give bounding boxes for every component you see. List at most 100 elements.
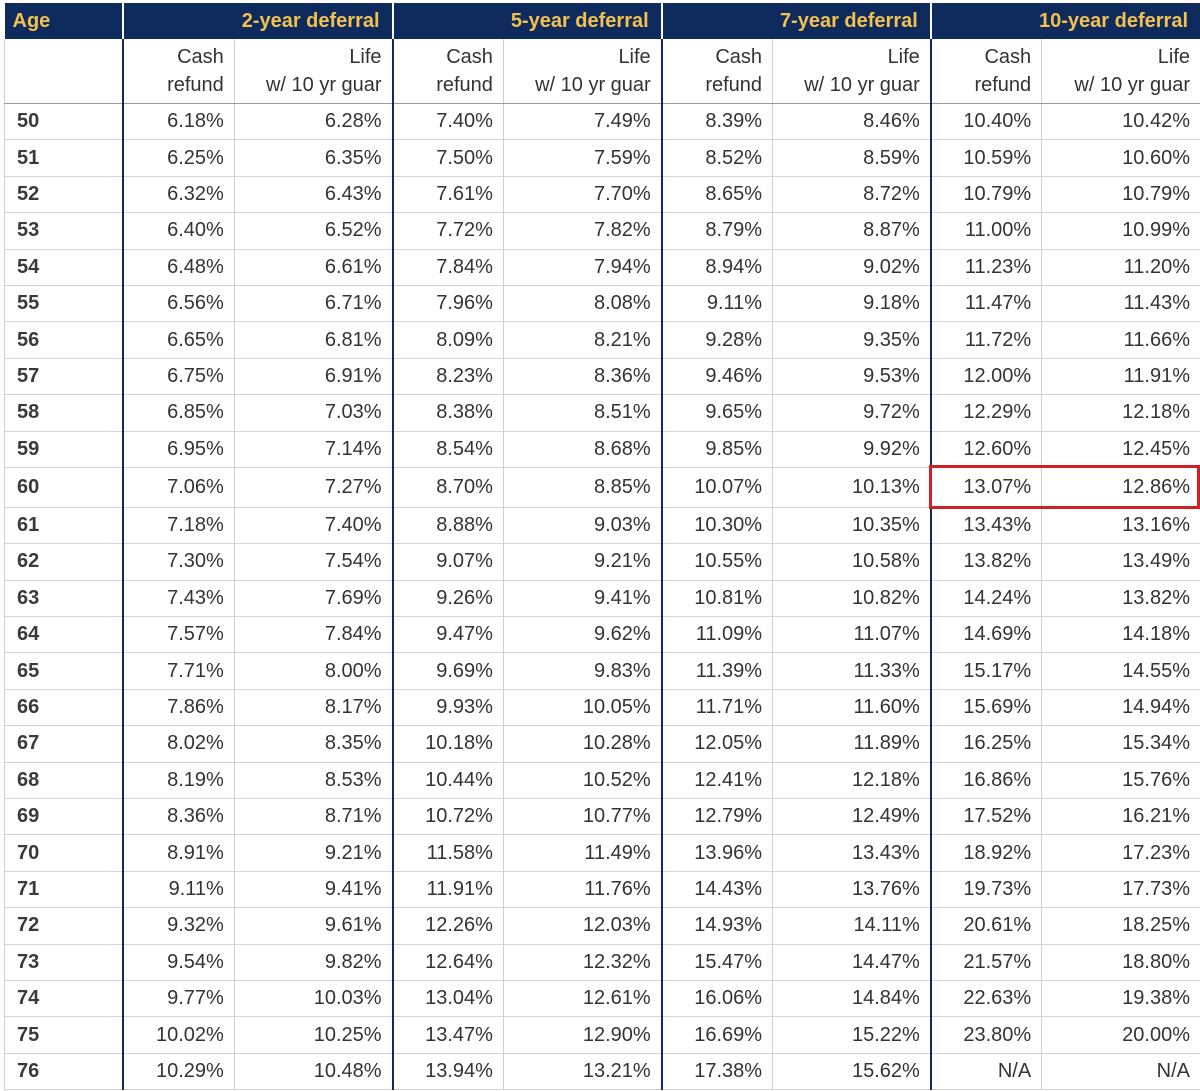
table-row: 73 9.54% 9.82% 12.64% 12.32% 15.47% 14.47% 21.5… <box>4 944 1200 981</box>
cash-refund-cell: 8.94% <box>660 249 773 286</box>
life-guar-cell: 8.51% <box>502 394 662 432</box>
cash-refund-cell: 15.17% <box>929 652 1042 690</box>
life-guar-cell: 14.94% <box>1041 689 1200 727</box>
life-guar-cell: 10.77% <box>502 798 662 836</box>
cash-refund-cell: 13.04% <box>391 980 504 1018</box>
life-guar-cell: 13.43% <box>772 834 931 872</box>
sub-header-row: Cash refund Life w/ 10 yr guar Cash refund Lif… <box>4 39 1200 104</box>
table-row: 76 10.29% 10.48% 13.94% 13.21% 17.38% 15.62% N/… <box>4 1053 1200 1091</box>
cash-refund-cell: 7.86% <box>122 689 235 727</box>
subheader-line: w/ 10 yr guar <box>804 74 920 96</box>
age-cell: 62 <box>4 543 124 581</box>
life-guar-cell: 7.82% <box>502 212 662 250</box>
life-guar-cell: 7.40% <box>233 507 393 545</box>
subheader-line: Life <box>618 46 651 68</box>
life-guar-cell: 9.41% <box>233 871 393 909</box>
life-guar-cell: 8.53% <box>233 762 393 800</box>
life-guar-cell: 6.71% <box>233 285 393 323</box>
cash-refund-cell: 9.65% <box>660 394 773 432</box>
cash-refund-cell: 12.26% <box>391 907 504 945</box>
life-guar-cell: 10.99% <box>1041 212 1200 250</box>
life-guar-cell: 10.25% <box>233 1016 393 1054</box>
cash-refund-cell: 18.92% <box>929 834 1042 872</box>
cash-refund-cell: N/A <box>929 1053 1042 1091</box>
table-row: 68 8.19% 8.53% 10.44% 10.52% 12.41% 12.18% 16.8… <box>4 762 1200 800</box>
cash-refund-cell: 8.38% <box>391 394 504 432</box>
age-cell: 50 <box>4 103 124 141</box>
cash-refund-cell: 11.00% <box>929 212 1042 250</box>
life-guar-cell: 14.55% <box>1041 652 1200 690</box>
life-guar-cell: 10.05% <box>502 689 662 727</box>
age-cell: 65 <box>4 652 124 690</box>
life-guar-cell: 8.21% <box>502 321 662 359</box>
age-cell: 71 <box>4 871 124 909</box>
cash-refund-cell: 6.18% <box>122 103 235 141</box>
cash-refund-cell: 14.24% <box>929 580 1042 618</box>
cash-refund-cell: 13.94% <box>391 1053 504 1091</box>
life-guar-cell: 9.92% <box>772 431 931 468</box>
life-guar-cell: 9.82% <box>233 944 393 981</box>
cash-refund-cell: 21.57% <box>929 944 1042 981</box>
life-guar-header: Life w/ 10 yr guar <box>772 39 931 104</box>
cash-refund-cell: 10.55% <box>660 543 773 581</box>
life-guar-cell: 15.34% <box>1041 725 1200 763</box>
cash-refund-cell: 11.09% <box>660 616 773 654</box>
life-guar-cell: 17.23% <box>1041 834 1200 872</box>
group-header-2yr: 2-year deferral <box>122 3 393 39</box>
life-guar-cell: 7.54% <box>233 543 393 581</box>
table-row: 65 7.71% 8.00% 9.69% 9.83% 11.39% 11.33% 15.17%… <box>4 652 1200 690</box>
life-guar-cell: 10.13% <box>772 467 931 508</box>
life-guar-cell: 14.18% <box>1041 616 1200 654</box>
cash-refund-cell: 11.72% <box>929 321 1042 359</box>
life-guar-cell: 12.49% <box>772 798 931 836</box>
life-guar-cell: 7.14% <box>233 431 393 468</box>
age-cell: 69 <box>4 798 124 836</box>
table-row: 51 6.25% 6.35% 7.50% 7.59% 8.52% 8.59% 10.59% 10… <box>4 139 1200 177</box>
table-row: 66 7.86% 8.17% 9.93% 10.05% 11.71% 11.60% 15.69… <box>4 689 1200 727</box>
life-guar-cell: 10.42% <box>1041 103 1200 141</box>
age-cell: 59 <box>4 431 124 468</box>
cash-refund-cell: 10.44% <box>391 762 504 800</box>
age-cell: 52 <box>4 176 124 214</box>
life-guar-cell: 10.82% <box>772 580 931 618</box>
cash-refund-cell: 6.95% <box>122 431 235 468</box>
life-guar-cell: 9.61% <box>233 907 393 945</box>
subheader-line: Life <box>349 46 382 68</box>
table-row: 71 9.11% 9.41% 11.91% 11.76% 14.43% 13.76% 19.7… <box>4 871 1200 909</box>
table-row: 55 6.56% 6.71% 7.96% 8.08% 9.11% 9.18% 11.47% 11… <box>4 285 1200 323</box>
life-guar-cell: 15.62% <box>772 1053 931 1091</box>
life-guar-cell: 9.72% <box>772 394 931 432</box>
life-guar-header: Life w/ 10 yr guar <box>233 39 393 104</box>
cash-refund-cell: 9.47% <box>391 616 504 654</box>
group-header-row: Age 2-year deferral 5-year deferral 7-ye… <box>4 3 1200 39</box>
cash-refund-cell: 7.71% <box>122 652 235 690</box>
cash-refund-cell: 12.41% <box>660 762 773 800</box>
cash-refund-cell: 13.96% <box>660 834 773 872</box>
age-cell: 67 <box>4 725 124 763</box>
subheader-line: Cash <box>715 46 763 68</box>
life-guar-cell: 7.94% <box>502 249 662 286</box>
table-row: 61 7.18% 7.40% 8.88% 9.03% 10.30% 10.35% 13.43%… <box>4 507 1200 545</box>
cash-refund-cell: 9.77% <box>122 980 235 1018</box>
table-row: 57 6.75% 6.91% 8.23% 8.36% 9.46% 9.53% 12.00% 11… <box>4 358 1200 396</box>
life-guar-cell: 11.89% <box>772 725 931 763</box>
life-guar-cell: 9.21% <box>233 834 393 872</box>
life-guar-cell: 8.35% <box>233 725 393 763</box>
life-guar-cell: 9.83% <box>502 652 662 690</box>
age-cell: 51 <box>4 139 124 177</box>
life-guar-cell: 11.76% <box>502 871 662 909</box>
cash-refund-cell: 16.25% <box>929 725 1042 763</box>
cash-refund-cell: 12.29% <box>929 394 1042 432</box>
life-guar-cell: 10.60% <box>1041 139 1200 177</box>
life-guar-cell: 12.18% <box>772 762 931 800</box>
life-guar-cell: 16.21% <box>1041 798 1200 836</box>
subheader-line: Life <box>1157 46 1190 68</box>
life-guar-cell: 7.59% <box>502 139 662 177</box>
cash-refund-cell: 8.52% <box>660 139 773 177</box>
cash-refund-cell: 9.07% <box>391 543 504 581</box>
cash-refund-header: Cash refund <box>391 39 504 104</box>
life-guar-cell: 18.25% <box>1041 907 1200 945</box>
cash-refund-cell: 10.02% <box>122 1016 235 1054</box>
life-guar-cell: 10.79% <box>1041 176 1200 214</box>
age-subheader-blank <box>4 39 124 104</box>
